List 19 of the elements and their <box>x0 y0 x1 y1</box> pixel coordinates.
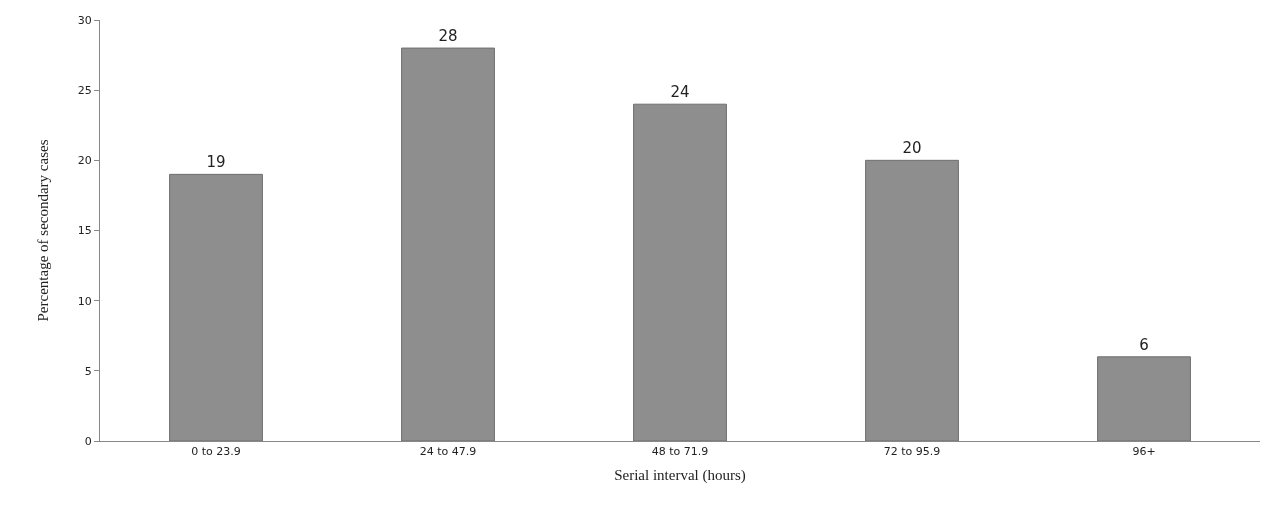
y-tick-label: 25 <box>77 84 92 98</box>
data-label: 19 <box>206 153 226 172</box>
y-tick-label: 5 <box>84 364 92 378</box>
y-tick-label: 20 <box>77 154 92 168</box>
x-tick-label: 48 to 71.9 <box>651 445 709 459</box>
x-tick-label: 24 to 47.9 <box>419 445 477 459</box>
x-axis-title: Serial interval (hours) <box>614 467 746 485</box>
x-tick-label: 96+ <box>1132 445 1156 459</box>
data-label: 28 <box>438 27 458 46</box>
y-tick-label: 10 <box>77 294 92 308</box>
data-label: 6 <box>1139 335 1149 354</box>
y-tick-label: 30 <box>77 13 92 27</box>
x-tick-label: 72 to 95.9 <box>883 445 941 459</box>
y-tick-label: 0 <box>84 434 92 448</box>
data-label: 24 <box>670 83 690 102</box>
y-axis-title: Percentage of secondary cases <box>35 139 52 322</box>
y-tick-label: 15 <box>77 224 92 238</box>
x-tick-label: 0 to 23.9 <box>191 445 241 459</box>
data-label: 20 <box>902 139 922 158</box>
